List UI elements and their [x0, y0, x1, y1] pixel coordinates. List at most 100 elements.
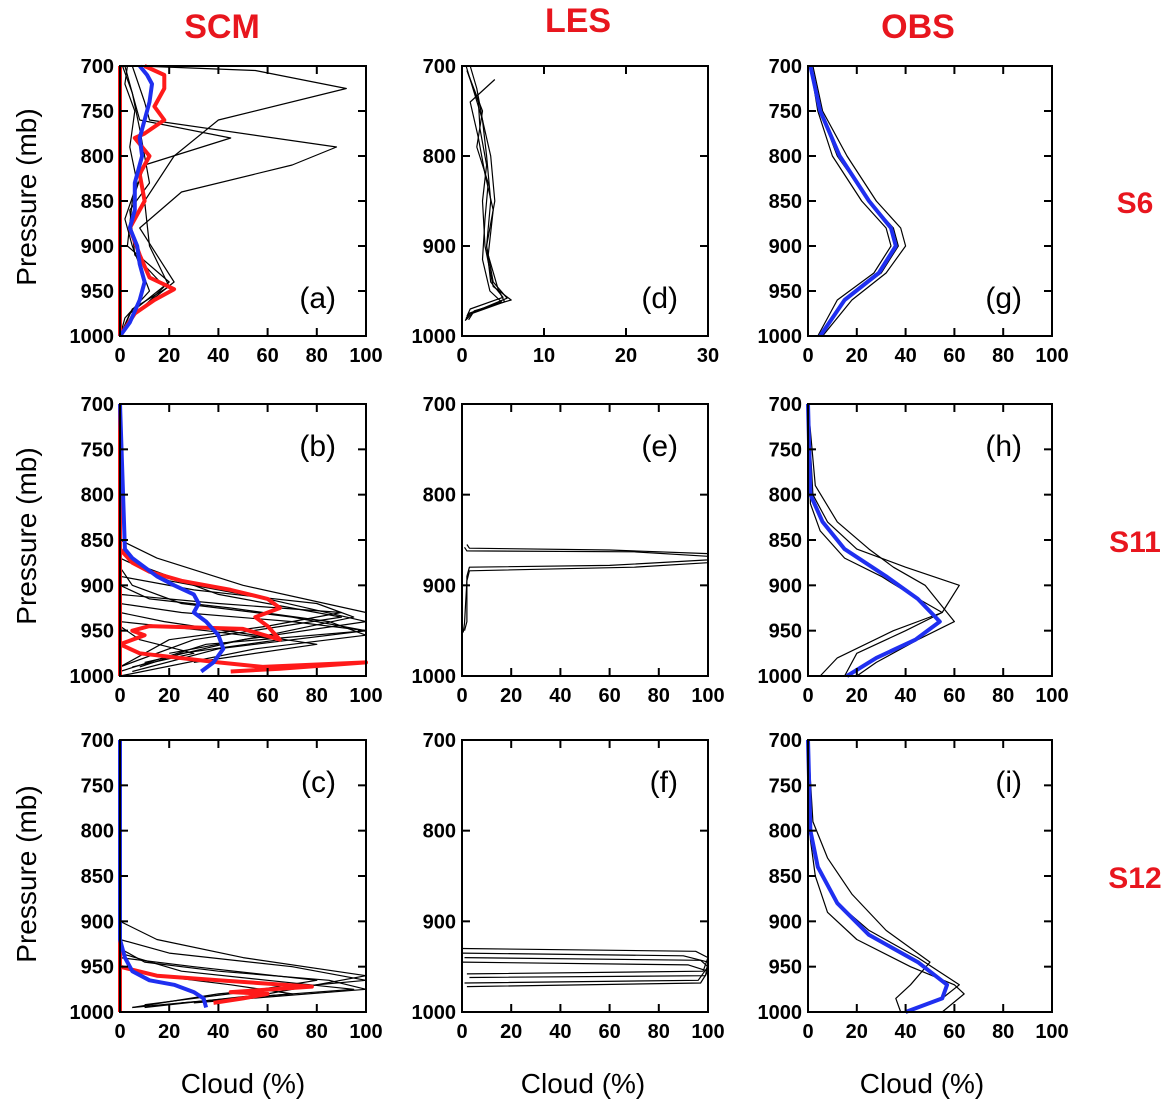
panel-i-series [806, 739, 965, 1014]
series-line-i-3-blue [806, 739, 950, 1014]
series-line-g-1-thin [812, 65, 907, 337]
y-tick-label: 900 [423, 236, 456, 258]
y-tick-label: 1000 [758, 1002, 803, 1024]
y-tick-label: 800 [81, 146, 114, 168]
y-tick-label: 750 [769, 439, 802, 461]
row-label-s12: S12 [1108, 862, 1161, 895]
x-tick-label: 60 [943, 1021, 965, 1043]
y-tick-label: 900 [769, 236, 802, 258]
x-tick-label: 80 [992, 345, 1014, 367]
row-label-s6: S6 [1117, 187, 1154, 220]
series-line-f-2-thin [464, 957, 709, 984]
x-tick-label: 60 [598, 1021, 620, 1043]
y-tick-label: 1000 [70, 666, 115, 688]
x-tick-label: 0 [456, 1021, 467, 1043]
y-tick-label: 850 [769, 530, 802, 552]
y-tick-label: 800 [769, 821, 802, 843]
x-tick-label: 80 [306, 685, 328, 707]
series-line-a-8-blue [118, 64, 154, 338]
series-line-a-7-red [118, 64, 177, 338]
y-tick-label: 700 [423, 56, 456, 78]
panel-d-series [464, 65, 512, 321]
x-tick-label: 0 [114, 1021, 125, 1043]
panel-h-series [806, 403, 960, 678]
y-tick-label: 1000 [758, 326, 803, 348]
y-tick-label: 900 [423, 911, 456, 933]
x-tick-label: 80 [992, 1021, 1014, 1043]
series-line-b-0-thin [119, 539, 367, 614]
plot-frame-e [461, 403, 709, 677]
x-tick-label: 60 [256, 345, 278, 367]
y-tick-label: 950 [769, 957, 802, 979]
y-tick-label: 1000 [70, 1002, 115, 1024]
panel-label-f: (f) [650, 766, 678, 799]
y-tick-label: 800 [423, 821, 456, 843]
series-line-e-0-thin [463, 544, 709, 631]
series-line-b-6-thin [119, 593, 342, 668]
column-title-obs: OBS [881, 8, 955, 46]
series-line-b-5-thin [119, 584, 367, 677]
series-line-a-1-thin [119, 65, 347, 337]
x-tick-label: 100 [349, 685, 382, 707]
panel-g-series [808, 65, 907, 338]
y-tick-label: 750 [81, 775, 114, 797]
y-tick-label: 1000 [412, 666, 457, 688]
x-tick-label: 40 [207, 1021, 229, 1043]
series-line-g-3-blue [808, 65, 898, 338]
series-line-d-2-thin [466, 70, 512, 321]
y-tick-label: 950 [769, 621, 802, 643]
x-axis-label-les: Cloud (%) [521, 1068, 645, 1099]
series-line-g-0-thin [809, 65, 899, 337]
series-line-g-2-thin [809, 65, 892, 337]
panel-label-c: (c) [301, 766, 336, 799]
x-tick-label: 60 [598, 685, 620, 707]
x-tick-label: 0 [802, 685, 813, 707]
x-tick-label: 60 [256, 685, 278, 707]
x-tick-label: 80 [306, 1021, 328, 1043]
series-line-h-1-thin [807, 403, 956, 677]
x-tick-label: 100 [1035, 1021, 1068, 1043]
x-tick-label: 40 [207, 345, 229, 367]
y-tick-label: 1000 [70, 326, 115, 348]
x-tick-label: 100 [1035, 685, 1068, 707]
y-tick-label: 950 [769, 281, 802, 303]
y-tick-label: 800 [81, 485, 114, 507]
y-tick-label: 900 [769, 575, 802, 597]
y-tick-label: 800 [423, 485, 456, 507]
y-tick-label: 1000 [412, 326, 457, 348]
y-tick-label: 850 [81, 530, 114, 552]
x-tick-label: 40 [894, 1021, 916, 1043]
y-tick-label: 750 [769, 775, 802, 797]
panel-label-g: (g) [985, 282, 1022, 315]
column-title-les: LES [545, 2, 611, 40]
panel-label-e: (e) [641, 430, 678, 463]
y-tick-label: 900 [81, 911, 114, 933]
panel-label-b: (b) [299, 430, 336, 463]
x-tick-label: 60 [943, 685, 965, 707]
x-tick-label: 80 [648, 1021, 670, 1043]
x-tick-label: 80 [992, 685, 1014, 707]
panel-label-h: (h) [985, 430, 1022, 463]
y-tick-label: 800 [81, 821, 114, 843]
x-tick-label: 20 [158, 1021, 180, 1043]
y-tick-label: 750 [769, 101, 802, 123]
x-tick-label: 100 [349, 1021, 382, 1043]
series-line-c-1-thin [119, 938, 367, 1009]
series-line-b-12-red [118, 547, 368, 674]
series-line-d-1-thin [466, 65, 504, 317]
x-tick-label: 10 [533, 345, 555, 367]
y-tick-label: 950 [81, 281, 114, 303]
x-tick-label: 40 [207, 685, 229, 707]
column-title-scm: SCM [184, 8, 260, 46]
x-tick-label: 20 [500, 685, 522, 707]
y-tick-label: 850 [769, 866, 802, 888]
y-tick-label: 850 [769, 191, 802, 213]
x-tick-label: 100 [691, 1021, 724, 1043]
